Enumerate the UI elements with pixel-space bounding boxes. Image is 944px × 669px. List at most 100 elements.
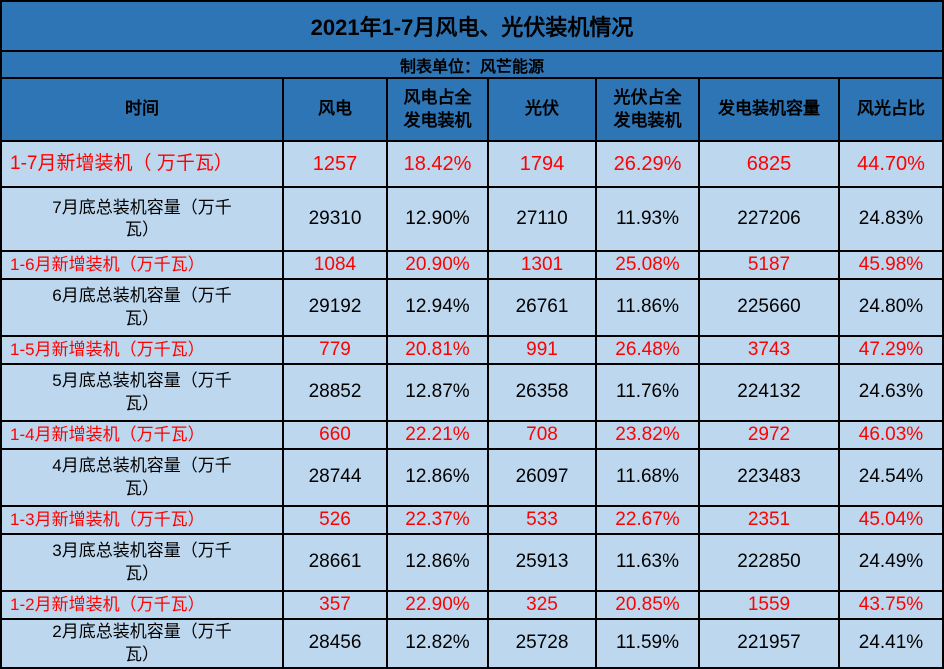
solar-value: 26761: [489, 280, 597, 335]
row-label: 4月底总装机容量（万千 瓦）: [2, 450, 284, 505]
solar-share-value: 22.67%: [597, 507, 700, 533]
column-header-wind: 风电: [284, 79, 388, 140]
wind-solar-ratio-value: 46.03%: [858, 423, 924, 445]
solar-share-value: 11.93%: [597, 188, 700, 250]
wind-solar-ratio-value: 47.29%: [858, 338, 924, 360]
wind-share-value: 12.90%: [388, 188, 489, 250]
solar-share-value: 26.29%: [597, 142, 700, 186]
wind-value: 28744: [284, 450, 388, 505]
wind-solar-ratio-value: 45.04%: [858, 508, 924, 530]
table-subtitle: 制表单位：风芒能源: [2, 52, 942, 79]
wind-value: 29310: [284, 188, 388, 250]
wind-value: 28852: [284, 365, 388, 420]
wind-solar-ratio-value: 44.70%: [857, 153, 925, 175]
row-label: 1-5月新增装机（万千瓦）: [2, 337, 284, 363]
row-label: 3月底总装机容量（万千 瓦）: [2, 535, 284, 590]
solar-share-value: 11.63%: [597, 535, 700, 590]
total-capacity-value: 227206: [700, 188, 840, 250]
table-row: 1-2月新增装机（万千瓦） 357 22.90% 325 20.85% 1559…: [2, 592, 942, 620]
solar-value: 25728: [489, 620, 597, 667]
wind-value: 660: [284, 422, 388, 448]
wind-value: 1257: [284, 142, 388, 186]
solar-share-value: 20.85%: [597, 592, 700, 618]
solar-value: 533: [489, 507, 597, 533]
solar-value: 708: [489, 422, 597, 448]
wind-share-value: 12.86%: [388, 535, 489, 590]
wind-solar-ratio-value: 24.63%: [858, 381, 924, 403]
wind-value: 1084: [284, 252, 388, 278]
total-capacity-value: 2351: [700, 507, 840, 533]
wind-solar-ratio-value: 24.80%: [858, 296, 924, 318]
table-title: 2021年1-7月风电、光伏装机情况: [2, 2, 942, 52]
column-header-time: 时间: [2, 79, 284, 140]
wind-share-value: 12.86%: [388, 450, 489, 505]
total-capacity-value: 6825: [700, 142, 840, 186]
table-row: 1-4月新增装机（万千瓦） 660 22.21% 708 23.82% 2972…: [2, 422, 942, 450]
table-row: 1-7月新增装机（ 万千瓦） 1257 18.42% 1794 26.29% 6…: [2, 142, 942, 188]
wind-share-value: 18.42%: [388, 142, 489, 186]
table-row: 1-3月新增装机（万千瓦） 526 22.37% 533 22.67% 2351…: [2, 507, 942, 535]
total-capacity-value: 221957: [700, 620, 840, 667]
solar-share-value: 11.86%: [597, 280, 700, 335]
solar-share-value: 11.59%: [597, 620, 700, 667]
table-row: 4月底总装机容量（万千 瓦） 28744 12.86% 26097 11.68%…: [2, 450, 942, 507]
table-row: 5月底总装机容量（万千 瓦） 28852 12.87% 26358 11.76%…: [2, 365, 942, 422]
total-capacity-value: 224132: [700, 365, 840, 420]
wind-share-value: 22.21%: [388, 422, 489, 448]
wind-value: 28456: [284, 620, 388, 667]
table-body: 1-7月新增装机（ 万千瓦） 1257 18.42% 1794 26.29% 6…: [2, 142, 942, 667]
column-header-total-capacity: 发电装机容量: [700, 79, 840, 140]
wind-value: 28661: [284, 535, 388, 590]
solar-share-value: 26.48%: [597, 337, 700, 363]
solar-share-value: 25.08%: [597, 252, 700, 278]
solar-value: 26358: [489, 365, 597, 420]
wind-share-value: 22.90%: [388, 592, 489, 618]
row-label: 1-3月新增装机（万千瓦）: [2, 507, 284, 533]
total-capacity-value: 5187: [700, 252, 840, 278]
wind-value: 29192: [284, 280, 388, 335]
wind-solar-ratio-value: 43.75%: [858, 593, 924, 615]
total-capacity-value: 222850: [700, 535, 840, 590]
row-label: 1-7月新增装机（ 万千瓦）: [2, 142, 284, 186]
solar-value: 325: [489, 592, 597, 618]
wind-solar-ratio-value: 24.83%: [858, 207, 924, 229]
row-label: 1-4月新增装机（万千瓦）: [2, 422, 284, 448]
row-label: 5月底总装机容量（万千 瓦）: [2, 365, 284, 420]
column-header-solar-share: 光伏占全 发电装机: [597, 79, 700, 140]
solar-value: 1794: [489, 142, 597, 186]
solar-value: 1301: [489, 252, 597, 278]
wind-value: 526: [284, 507, 388, 533]
row-label: 7月底总装机容量（万千 瓦）: [2, 188, 284, 250]
wind-solar-ratio-value: 24.54%: [858, 466, 924, 488]
solar-value: 991: [489, 337, 597, 363]
row-label: 1-2月新增装机（万千瓦）: [2, 592, 284, 618]
table-row: 6月底总装机容量（万千 瓦） 29192 12.94% 26761 11.86%…: [2, 280, 942, 337]
table-row: 3月底总装机容量（万千 瓦） 28661 12.86% 25913 11.63%…: [2, 535, 942, 592]
table-header-row: 时间 风电 风电占全 发电装机 光伏 光伏占全 发电装机 发电装机容量 风光占比: [2, 79, 942, 142]
row-label: 6月底总装机容量（万千 瓦）: [2, 280, 284, 335]
row-label: 1-6月新增装机（万千瓦）: [2, 252, 284, 278]
column-header-wind-solar-ratio: 风光占比: [857, 99, 925, 119]
wind-share-value: 22.37%: [388, 507, 489, 533]
solar-share-value: 23.82%: [597, 422, 700, 448]
row-label: 2月底总装机容量（万千 瓦）: [2, 620, 284, 667]
table-row: 2月底总装机容量（万千 瓦） 28456 12.82% 25728 11.59%…: [2, 620, 942, 667]
wind-solar-ratio-value: 24.41%: [858, 632, 924, 654]
wind-share-value: 12.94%: [388, 280, 489, 335]
total-capacity-value: 1559: [700, 592, 840, 618]
wind-share-value: 12.87%: [388, 365, 489, 420]
column-header-solar: 光伏: [489, 79, 597, 140]
solar-value: 25913: [489, 535, 597, 590]
wind-share-value: 20.81%: [388, 337, 489, 363]
solar-share-value: 11.76%: [597, 365, 700, 420]
wind-solar-ratio-value: 45.98%: [858, 253, 924, 275]
solar-value: 26097: [489, 450, 597, 505]
total-capacity-value: 223483: [700, 450, 840, 505]
total-capacity-value: 3743: [700, 337, 840, 363]
table-row: 1-6月新增装机（万千瓦） 1084 20.90% 1301 25.08% 51…: [2, 252, 942, 280]
table-row: 1-5月新增装机（万千瓦） 779 20.81% 991 26.48% 3743…: [2, 337, 942, 365]
wind-value: 779: [284, 337, 388, 363]
solar-share-value: 11.68%: [597, 450, 700, 505]
solar-value: 27110: [489, 188, 597, 250]
